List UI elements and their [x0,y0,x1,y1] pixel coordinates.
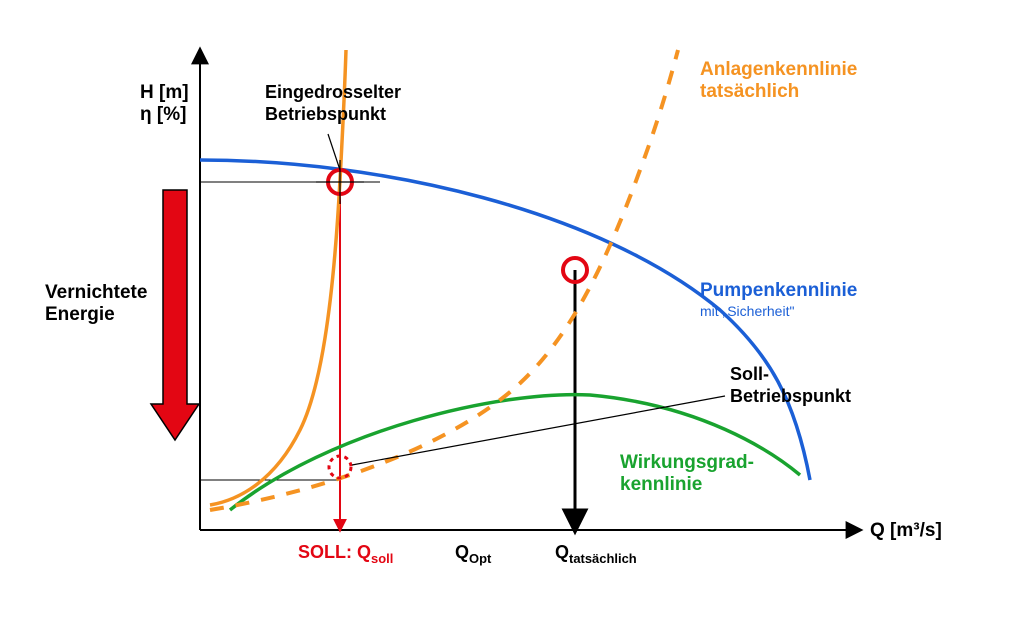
leader-eingedrosselt [328,134,340,170]
pump-diagram: H [m] η [%] Q [m³/s] Vernichtete Energie… [0,0,1024,620]
destroyed-energy-arrow-icon [151,190,199,440]
label-sollbp-2: Betriebspunkt [730,386,851,406]
label-anlagen-1: Anlagenkennlinie [700,59,857,80]
label-wirkungsgrad-2: kennlinie [620,474,702,495]
label-eingedrosselt-1: Eingedrosselter [265,82,401,102]
label-q-actual: Qtatsächlich [555,542,637,566]
label-pumpen-2: mit „Sicherheit" [700,303,794,319]
label-sollbp-1: Soll- [730,364,769,384]
label-eingedrosselt-2: Betriebspunkt [265,104,386,124]
label-wirkungsgrad-1: Wirkungsgrad- [620,452,754,473]
y-axis-label-2: η [%] [140,104,186,125]
pump-curve [200,160,810,480]
y-axis-label-1: H [m] [140,82,189,103]
label-pumpen-1: Pumpenkennlinie [700,280,857,301]
x-axis-label: Q [m³/s] [870,520,942,541]
label-vernichtete-2: Energie [45,304,115,325]
label-q-soll: SOLL: Qsoll [298,542,393,566]
label-anlagen-2: tatsächlich [700,81,799,102]
label-vernichtete-1: Vernichtete [45,282,147,303]
label-q-opt: QOpt [455,542,492,566]
